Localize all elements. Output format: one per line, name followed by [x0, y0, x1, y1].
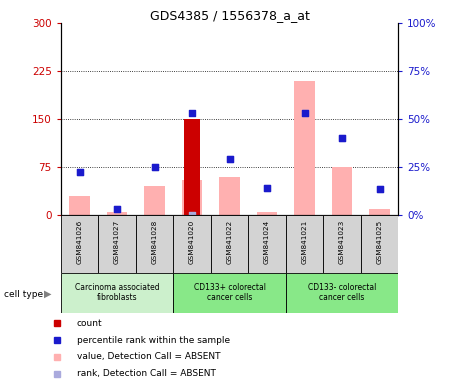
Point	[263, 185, 270, 191]
Point	[151, 164, 158, 170]
Bar	[248, 215, 286, 273]
Text: GSM841024: GSM841024	[264, 220, 270, 264]
Bar	[69, 196, 90, 215]
Point	[376, 186, 383, 192]
Bar	[286, 273, 398, 313]
Text: Carcinoma associated
fibroblasts: Carcinoma associated fibroblasts	[75, 283, 159, 303]
Bar	[144, 186, 165, 215]
Bar	[61, 215, 98, 273]
Point	[226, 156, 233, 162]
Text: GSM841021: GSM841021	[302, 220, 307, 264]
Bar	[294, 81, 315, 215]
Text: GSM841023: GSM841023	[339, 220, 345, 264]
Text: GSM841028: GSM841028	[152, 220, 158, 264]
Point	[151, 164, 158, 170]
Text: GSM841025: GSM841025	[377, 220, 382, 264]
Bar	[219, 177, 240, 215]
Bar	[107, 212, 127, 215]
Bar	[332, 167, 352, 215]
Point	[226, 156, 233, 162]
Point	[76, 169, 83, 175]
Bar	[211, 215, 248, 273]
Bar	[256, 212, 277, 215]
Text: ▶: ▶	[44, 289, 52, 299]
Point	[76, 169, 83, 175]
Bar	[369, 209, 390, 215]
Text: percentile rank within the sample: percentile rank within the sample	[76, 336, 230, 344]
Bar	[136, 215, 173, 273]
Bar	[323, 215, 361, 273]
Point	[301, 109, 308, 116]
Point	[113, 205, 121, 212]
Text: CD133+ colorectal
cancer cells: CD133+ colorectal cancer cells	[194, 283, 266, 303]
Bar	[361, 215, 398, 273]
Bar	[173, 273, 286, 313]
Text: GSM841026: GSM841026	[76, 220, 82, 264]
Point	[113, 205, 121, 212]
Text: GSM841027: GSM841027	[114, 220, 120, 264]
Point	[189, 212, 196, 218]
Text: GSM841020: GSM841020	[189, 220, 195, 264]
Bar	[173, 215, 211, 273]
Title: GDS4385 / 1556378_a_at: GDS4385 / 1556378_a_at	[149, 9, 310, 22]
Text: rank, Detection Call = ABSENT: rank, Detection Call = ABSENT	[76, 369, 216, 378]
Point	[338, 135, 346, 141]
Point	[263, 185, 270, 191]
Point	[338, 135, 346, 141]
Point	[301, 109, 308, 116]
Bar	[184, 119, 200, 215]
Text: GSM841022: GSM841022	[226, 220, 233, 264]
Point	[376, 186, 383, 192]
Text: count: count	[76, 319, 102, 328]
Text: CD133- colorectal
cancer cells: CD133- colorectal cancer cells	[308, 283, 376, 303]
Bar	[286, 215, 323, 273]
Bar	[61, 273, 173, 313]
Point	[189, 109, 196, 116]
Bar	[98, 215, 136, 273]
Text: value, Detection Call = ABSENT: value, Detection Call = ABSENT	[76, 353, 220, 361]
Bar	[182, 180, 202, 215]
Text: cell type: cell type	[4, 290, 44, 299]
